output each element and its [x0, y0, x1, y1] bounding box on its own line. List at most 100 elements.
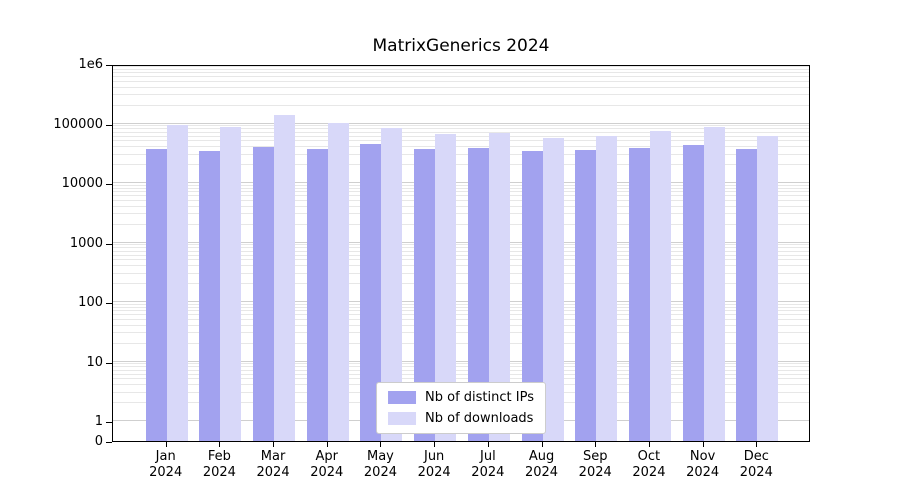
x-tick-year: 2024 [202, 465, 236, 480]
minor-gridline [113, 80, 809, 82]
x-tick-label: Apr 2024 [297, 449, 357, 481]
x-tick-year: 2024 [256, 465, 290, 480]
minor-gridline [113, 184, 809, 186]
minor-gridline [113, 146, 809, 148]
x-tick-year: 2024 [310, 465, 344, 480]
minor-gridline [113, 250, 809, 252]
legend: Nb of distinct IPs Nb of downloads [376, 382, 546, 434]
y-tick-mark [106, 303, 112, 304]
y-tick-mark [106, 243, 112, 245]
minor-gridline [113, 378, 809, 380]
minor-gridline [113, 244, 809, 246]
y-tick-label: 1 [94, 414, 103, 429]
minor-gridline [113, 254, 809, 256]
y-tick-label: 100000 [53, 116, 103, 132]
bar-distinct-ips-feb [199, 150, 221, 441]
minor-gridline [113, 310, 809, 312]
minor-gridline [113, 86, 809, 88]
bar-distinct-ips-aug [521, 151, 543, 441]
bar-downloads-aug [542, 137, 564, 441]
bar-distinct-ips-jul [467, 147, 489, 441]
bar-distinct-ips-oct [628, 147, 650, 441]
bar-downloads-mar [274, 115, 296, 441]
minor-gridline [113, 125, 809, 127]
x-tick-month: Dec [743, 449, 769, 464]
x-tick-month: Sep [582, 449, 608, 464]
legend-item-distinct-ips: Nb of distinct IPs [388, 390, 534, 405]
x-tick-mark [165, 442, 167, 447]
x-tick-mark [702, 442, 704, 447]
x-tick-label: Feb 2024 [189, 449, 249, 481]
minor-gridline [113, 265, 809, 267]
minor-gridline [113, 164, 809, 166]
minor-gridline [113, 131, 809, 133]
y-tick-label: 1e6 [78, 57, 103, 72]
x-tick-mark [595, 442, 597, 447]
legend-label-distinct-ips: Nb of distinct IPs [425, 390, 534, 405]
minor-gridline [113, 259, 809, 261]
y-tick-label: 10 [86, 354, 103, 370]
x-tick-month: Nov [689, 449, 716, 464]
x-tick-year: 2024 [417, 465, 451, 480]
minor-gridline [113, 187, 809, 189]
minor-gridline [113, 104, 809, 106]
minor-gridline [113, 72, 809, 74]
x-tick-mark [273, 442, 275, 447]
major-gridline [113, 182, 809, 183]
y-tick-mark [106, 65, 112, 66]
legend-swatch-downloads [388, 412, 417, 425]
x-tick-label: Dec 2024 [726, 449, 786, 481]
x-tick-year: 2024 [471, 465, 505, 480]
minor-gridline [113, 135, 809, 137]
minor-gridline [113, 373, 809, 375]
x-tick-label: Oct 2024 [619, 449, 679, 481]
x-tick-month: May [367, 449, 394, 464]
minor-gridline [113, 128, 809, 130]
minor-gridline [113, 272, 809, 274]
bar-downloads-may [381, 128, 403, 441]
legend-item-downloads: Nb of downloads [388, 411, 534, 426]
minor-gridline [113, 199, 809, 201]
bar-distinct-ips-jun [414, 149, 436, 441]
x-tick-year: 2024 [632, 465, 666, 480]
chart-title: MatrixGenerics 2024 [372, 36, 550, 56]
minor-gridline [113, 191, 809, 193]
minor-gridline [113, 366, 809, 368]
y-tick-mark [106, 442, 112, 443]
minor-gridline [113, 153, 809, 155]
y-tick-label: 10000 [61, 176, 103, 191]
minor-gridline [113, 223, 809, 225]
x-tick-label: Mar 2024 [243, 449, 303, 481]
x-tick-mark [541, 442, 543, 447]
minor-gridline [113, 205, 809, 207]
minor-gridline [113, 303, 809, 305]
bar-distinct-ips-jan [145, 148, 167, 441]
x-tick-month: Aug [528, 449, 555, 464]
bar-distinct-ips-nov [682, 144, 704, 441]
bar-distinct-ips-dec [736, 148, 758, 441]
x-tick-label: Nov 2024 [673, 449, 733, 481]
bar-distinct-ips-mar [253, 146, 275, 441]
x-tick-label: Jun 2024 [404, 449, 464, 481]
minor-gridline [113, 363, 809, 365]
y-tick-mark [106, 184, 112, 185]
major-gridline [113, 241, 809, 243]
bar-distinct-ips-apr [306, 148, 328, 441]
x-tick-year: 2024 [578, 465, 612, 480]
bar-downloads-feb [220, 127, 242, 441]
minor-gridline [113, 94, 809, 96]
bar-downloads-jun [435, 134, 457, 441]
bar-downloads-apr [327, 122, 349, 441]
minor-gridline [113, 283, 809, 285]
bar-downloads-jan [166, 125, 188, 441]
minor-gridline [113, 213, 809, 215]
minor-gridline [113, 68, 809, 70]
plot-area: Nb of distinct IPs Nb of downloads [112, 65, 810, 442]
x-tick-mark [434, 442, 436, 447]
x-tick-mark [380, 442, 382, 447]
x-tick-year: 2024 [149, 465, 183, 480]
x-tick-mark [648, 442, 650, 447]
x-tick-mark [326, 442, 328, 447]
x-tick-label: Jan 2024 [136, 449, 196, 481]
minor-gridline [113, 369, 809, 371]
